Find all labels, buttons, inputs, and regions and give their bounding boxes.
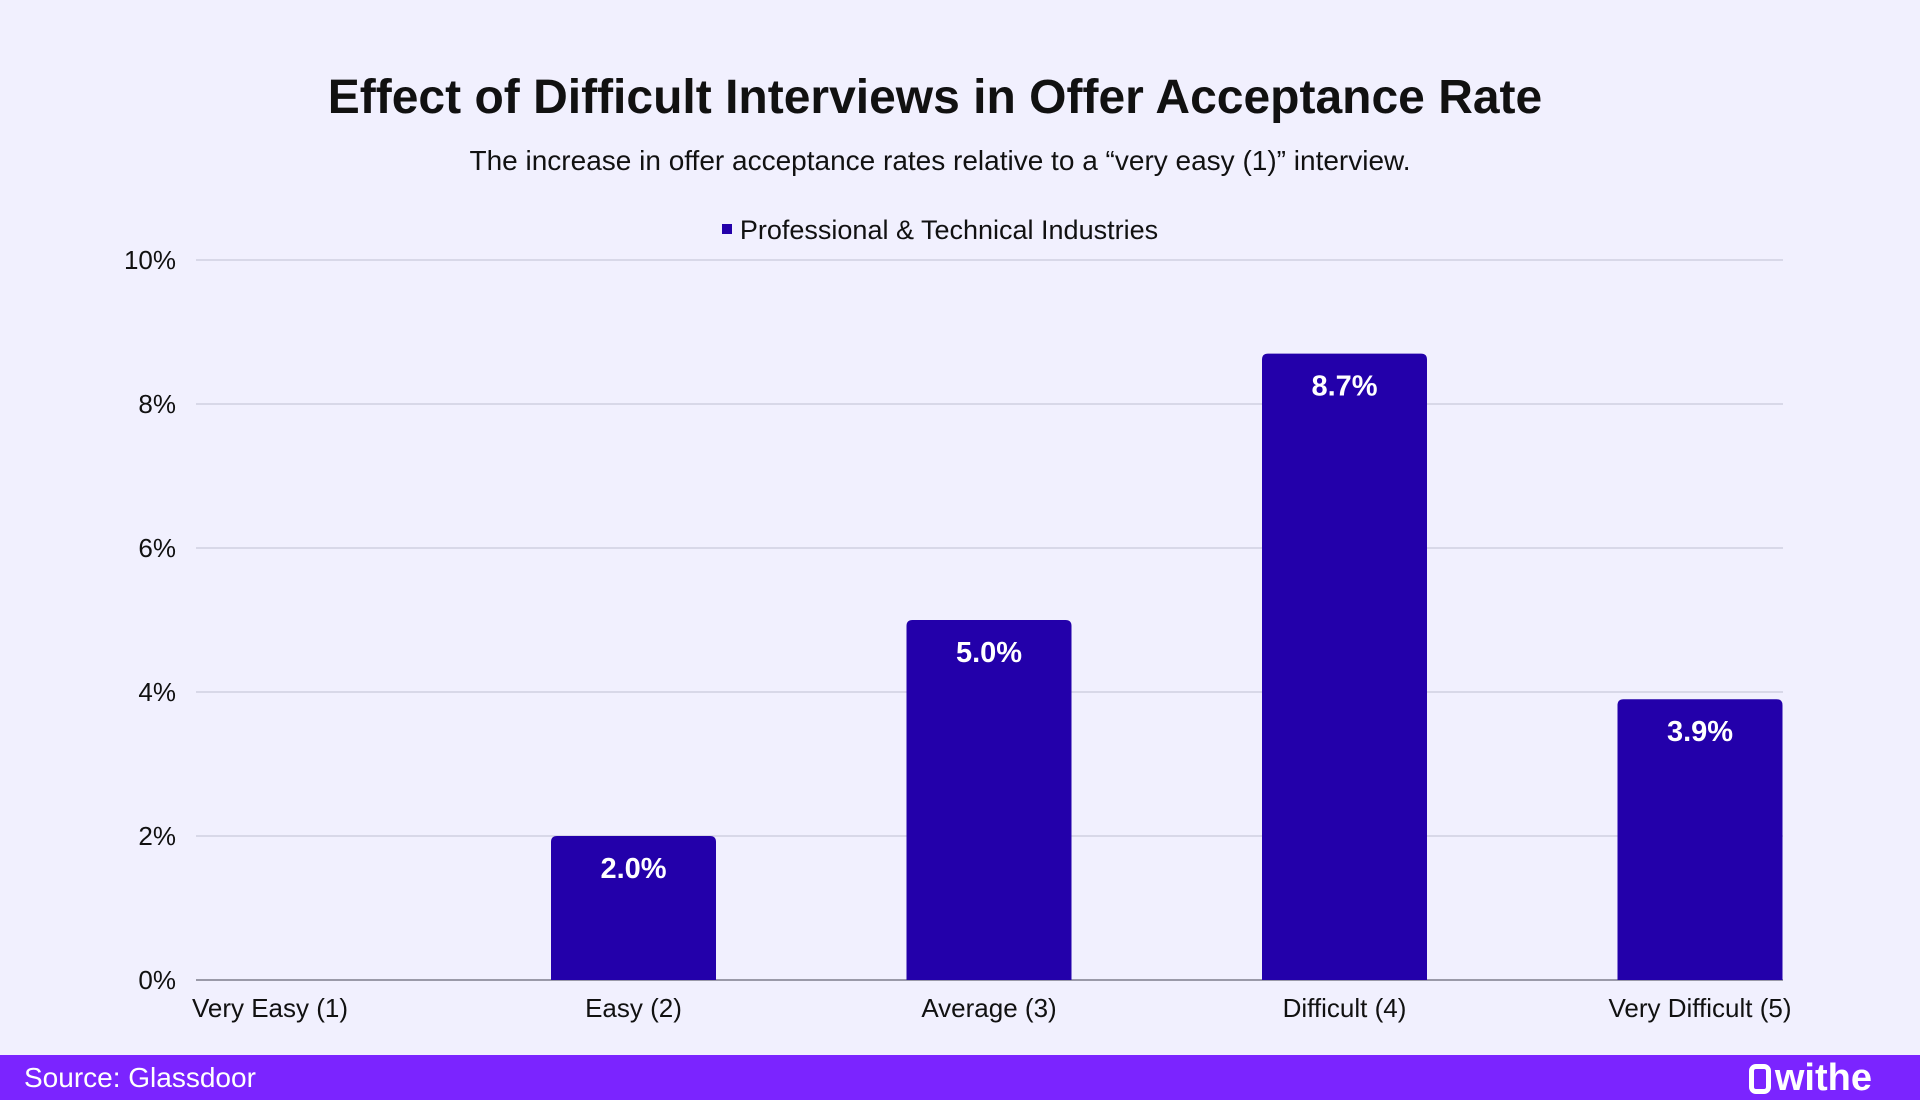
y-tick-label: 4%: [138, 677, 176, 707]
legend-label: Professional & Technical Industries: [739, 215, 1159, 245]
chart-subtitle: The increase in offer acceptance rates r…: [469, 145, 1411, 176]
logo: withe: [1748, 1057, 1872, 1100]
x-tick-label: Very Easy (1): [192, 993, 348, 1023]
bar-chart: 0% 2% 4% 6% 8% 10% Very Easy (1) 2.0% Easy (2) 5.…: [124, 245, 1792, 1023]
data-label: 5.0%: [956, 637, 1022, 669]
legend-swatch: [721, 223, 732, 234]
data-label: 3.9%: [1667, 716, 1733, 748]
x-tick-label: Difficult (4): [1283, 993, 1407, 1023]
y-tick-label: 6%: [138, 533, 176, 563]
y-tick-label: 0%: [138, 965, 176, 995]
logo-icon: [1748, 1063, 1771, 1094]
data-label: 2.0%: [600, 853, 666, 885]
logo-text: withe: [1774, 1057, 1872, 1099]
y-tick-label: 10%: [124, 245, 176, 275]
chart-title: Effect of Difficult Interviews in Offer …: [327, 71, 1543, 124]
legend: Professional & Technical Industries: [0, 215, 1880, 246]
y-tick-label: 2%: [138, 821, 176, 851]
footer: Source: Glassdoor withe: [0, 1055, 1920, 1100]
bar: [551, 836, 716, 980]
source-text: Source: Glassdoor: [24, 1062, 256, 1093]
bar: [1262, 353, 1427, 981]
bar: [1617, 699, 1783, 980]
y-tick-label: 8%: [138, 389, 176, 419]
x-tick-label: Easy (2): [585, 993, 682, 1023]
x-tick-label: Very Difficult (5): [1608, 993, 1791, 1023]
x-tick-label: Average (3): [921, 993, 1056, 1023]
data-label: 8.7%: [1311, 371, 1377, 403]
bar: [906, 620, 1072, 980]
